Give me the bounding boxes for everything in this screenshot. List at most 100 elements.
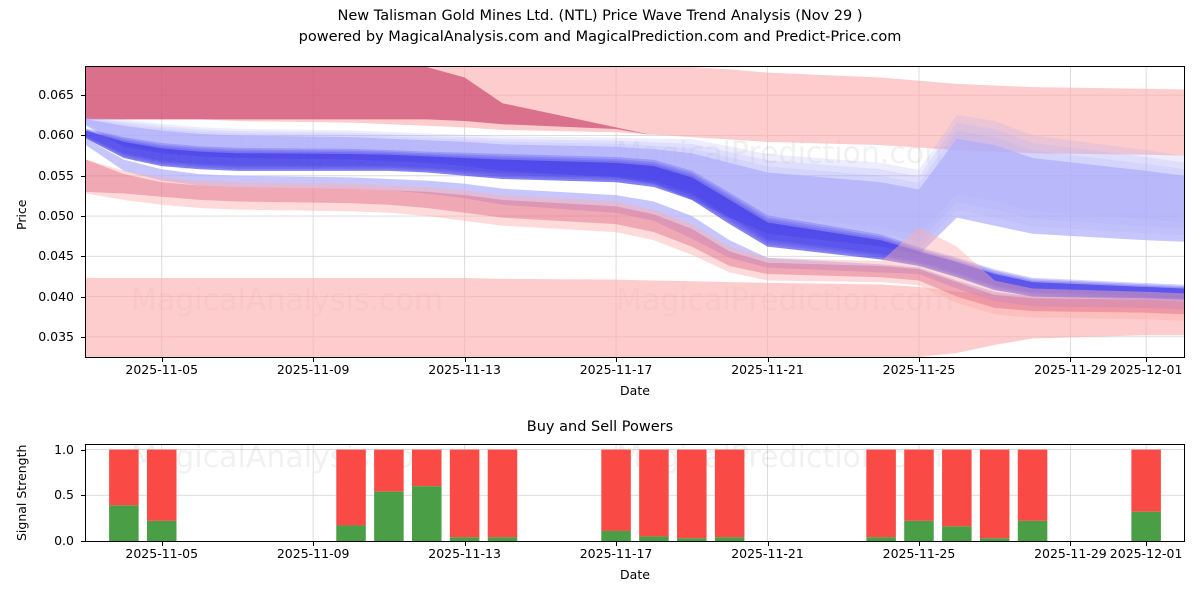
signal-xtick-label: 2025-11-13 <box>428 546 501 561</box>
signal-ytick-label: 0.0 <box>54 533 74 548</box>
price-band-blue-core-wave-echo2 <box>86 129 1184 299</box>
price-band-blue-upper-envelope <box>86 119 1184 255</box>
signal-xtick-mark <box>464 542 466 546</box>
signal-bar-sell <box>601 449 631 531</box>
signal-xaxis-title: Date <box>620 567 650 582</box>
signal-bar-sell <box>374 449 404 492</box>
signal-xtick-mark <box>918 542 920 546</box>
price-ytick-label: 0.035 <box>38 328 74 344</box>
price-xtick-mark <box>1070 358 1072 362</box>
price-ytick-mark <box>81 135 85 137</box>
price-xtick-label: 2025-12-01 <box>1109 362 1183 377</box>
signal-xtick-mark <box>313 542 315 546</box>
signal-bar-sell <box>109 449 139 506</box>
price-band-blue-core-wave-echo3 <box>86 128 1184 298</box>
price-band-magenta-top-block <box>86 67 1184 162</box>
price-wave-plot-area: MagicalAnalysis.comMagicalPrediction.com… <box>85 66 1185 358</box>
price-band-crimson-lower-wave <box>86 159 1184 315</box>
price-yaxis-title: Price <box>14 199 29 231</box>
signal-xtick-mark <box>161 542 163 546</box>
signal-bar-buy <box>866 537 896 541</box>
signal-bar-buy <box>979 538 1010 541</box>
title-line-2: powered by MagicalAnalysis.com and Magic… <box>298 29 902 45</box>
signal-chart-title: Buy and Sell Powers <box>526 419 674 435</box>
signal-bar-sell <box>336 449 366 526</box>
price-band-blue-upper-envelope-echo3 <box>86 115 1184 236</box>
signal-xtick-mark <box>1146 542 1148 546</box>
signal-bar-sell <box>449 449 480 538</box>
signal-bar-buy <box>904 520 934 541</box>
price-xtick-label: 2025-11-13 <box>428 362 501 377</box>
signal-ytick-mark <box>81 541 85 542</box>
price-xtick-label: 2025-11-05 <box>125 362 199 377</box>
signal-bar-buy <box>1131 511 1161 541</box>
signal-bar-buy <box>336 525 366 541</box>
price-xtick-label: 2025-11-25 <box>882 362 956 377</box>
signal-ytick-mark <box>81 449 85 451</box>
signal-xtick-label: 2025-11-29 <box>1034 546 1107 561</box>
signal-bar-sell <box>979 449 1010 539</box>
page-title: New Talisman Gold Mines Ltd. (NTL) Price… <box>0 6 1200 48</box>
signal-ytick-label: 1.0 <box>54 441 74 457</box>
signal-bar-sell <box>942 449 972 527</box>
signal-xtick-label: 2025-11-25 <box>882 546 956 561</box>
price-band-blue-lower-tail <box>86 138 1184 310</box>
price-band-blue-upper-envelope-echo2 <box>86 118 1184 242</box>
price-ytick-mark <box>81 175 85 177</box>
price-xtick-mark <box>1146 358 1148 362</box>
price-xtick-label: 2025-11-17 <box>579 362 653 377</box>
signal-bar-buy <box>1017 520 1048 541</box>
signal-xtick-label: 2025-11-17 <box>579 546 653 561</box>
signal-xtick-mark <box>616 542 618 546</box>
price-ytick-label: 0.050 <box>38 208 74 224</box>
signal-bar-sell <box>677 449 707 539</box>
signal-bars-svg: MagicalAnalysis.com MagicalPrediction.com <box>86 445 1184 541</box>
signal-ytick-mark <box>81 495 85 497</box>
price-xtick-mark <box>616 358 618 362</box>
price-ytick-mark <box>81 336 85 338</box>
signal-bar-sell <box>904 449 934 521</box>
price-ytick-mark <box>81 296 85 298</box>
price-band-red-lower-band <box>86 278 1184 357</box>
signal-bar-buy <box>109 505 139 541</box>
signal-bar-buy <box>639 536 669 541</box>
signal-bar-sell <box>1017 449 1048 521</box>
signal-xtick-label: 2025-12-01 <box>1109 546 1183 561</box>
signal-bar-sell <box>714 449 745 538</box>
signal-xtick-mark <box>767 542 769 546</box>
signal-bar-sell <box>411 449 442 487</box>
signal-bar-sell <box>1131 449 1161 512</box>
signal-bar-sell <box>866 449 896 538</box>
price-band-blue-core-wave <box>86 130 1184 302</box>
title-line-1: New Talisman Gold Mines Ltd. (NTL) Price… <box>337 8 863 24</box>
svg-text:MagicalPrediction.com: MagicalPrediction.com <box>616 445 954 475</box>
price-ytick-label: 0.045 <box>38 248 74 264</box>
price-ytick-label: 0.055 <box>38 167 74 183</box>
price-ytick-mark <box>81 256 85 258</box>
price-band-blue-upper-envelope-echo1 <box>86 118 1184 249</box>
price-wave-svg: MagicalAnalysis.comMagicalPrediction.com… <box>86 67 1184 357</box>
signal-xtick-mark <box>1070 542 1072 546</box>
price-xtick-label: 2025-11-29 <box>1034 362 1107 377</box>
signal-bar-sell <box>487 449 518 538</box>
signal-plot-area: MagicalAnalysis.com MagicalPrediction.com <box>85 444 1185 542</box>
signal-bar-sell <box>639 449 669 537</box>
signal-ytick-label: 0.5 <box>54 487 74 503</box>
price-band-pink-mid-band <box>86 159 1184 321</box>
price-ytick-label: 0.040 <box>38 288 74 304</box>
signal-xtick-label: 2025-11-21 <box>731 546 804 561</box>
price-xtick-mark <box>161 358 163 362</box>
price-xtick-mark <box>767 358 769 362</box>
signal-bar-buy <box>601 530 631 541</box>
price-xtick-mark <box>464 358 466 362</box>
signal-bar-buy <box>411 486 442 541</box>
signal-bar-buy <box>677 538 707 541</box>
price-ytick-mark <box>81 216 85 218</box>
price-band-blue-core-wave-echo1 <box>86 129 1184 301</box>
signal-bar-buy <box>487 537 518 541</box>
signal-bar-buy <box>714 537 745 541</box>
signal-bar-buy <box>942 526 972 541</box>
price-xtick-label: 2025-11-21 <box>731 362 804 377</box>
price-xaxis-title: Date <box>620 383 650 398</box>
signal-bar-buy <box>146 520 177 541</box>
